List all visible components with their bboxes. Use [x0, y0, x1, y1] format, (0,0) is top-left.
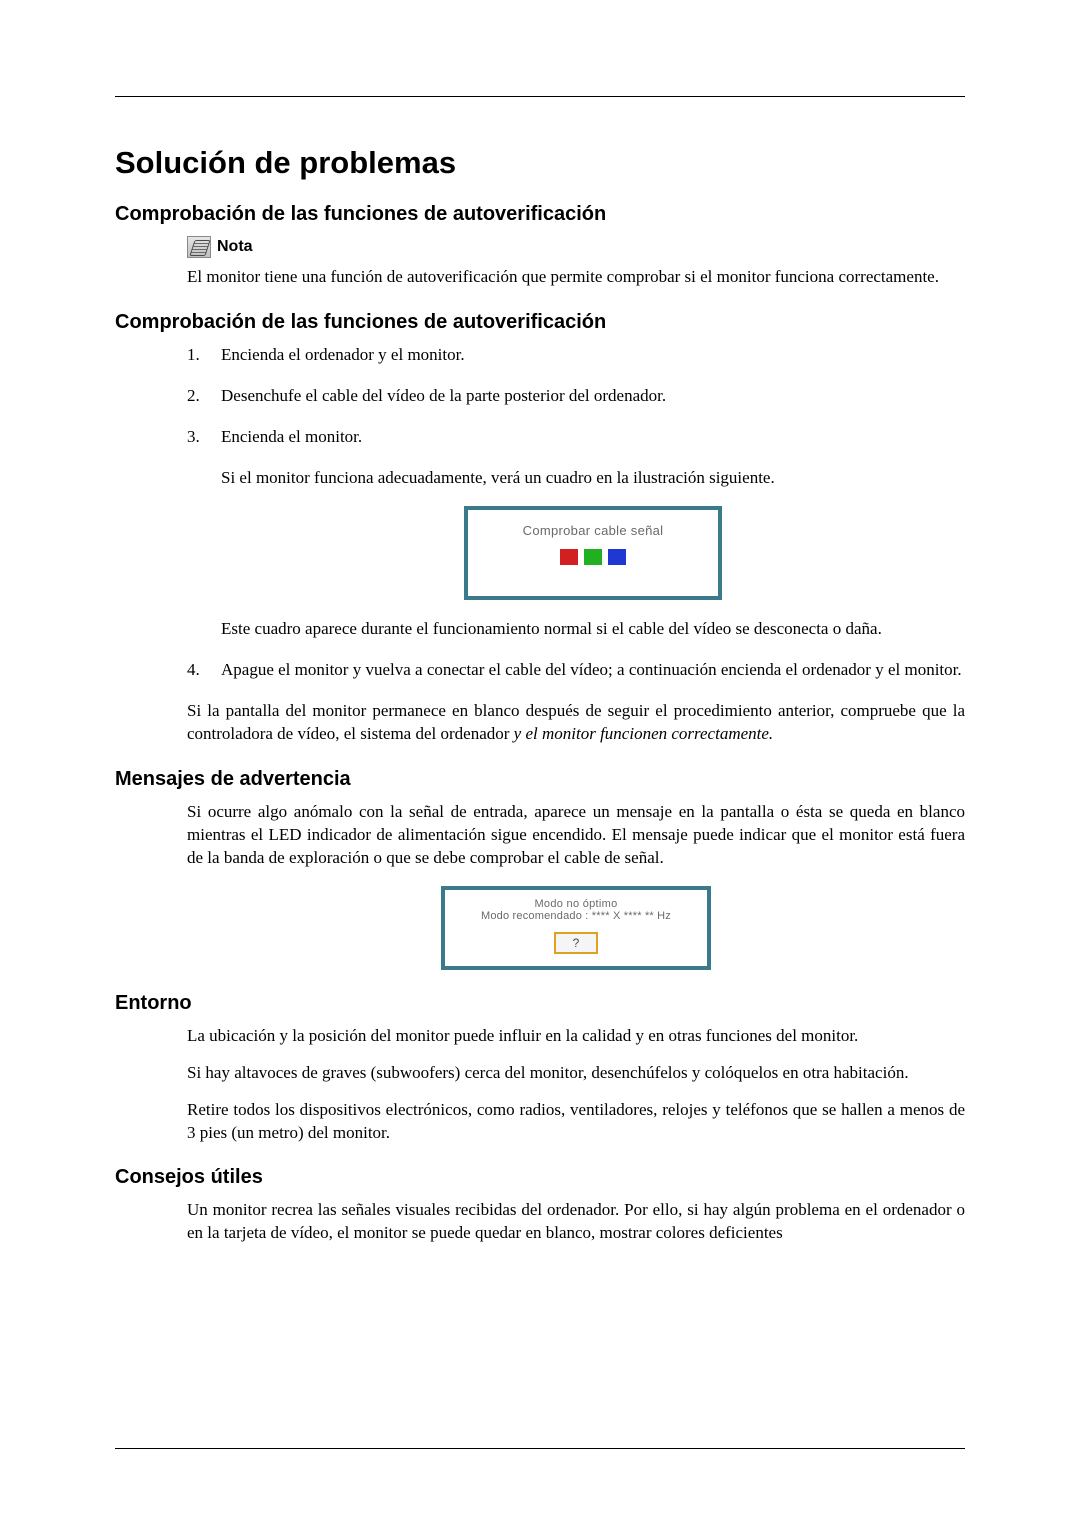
- step-3: Encienda el monitor. Si el monitor funci…: [187, 426, 965, 641]
- section-3-p1: Si ocurre algo anómalo con la señal de e…: [187, 801, 965, 870]
- note-label: Nota: [217, 238, 253, 256]
- section-4-p1: La ubicación y la posición del monitor p…: [187, 1025, 965, 1048]
- section-4-p2: Si hay altavoces de graves (subwoofers) …: [187, 1062, 965, 1085]
- steps-list: Encienda el ordenador y el monitor. Dese…: [187, 344, 965, 682]
- section-heading-2: Comprobación de las funciones de autover…: [115, 311, 965, 334]
- section-4-p3: Retire todos los dispositivos electrónic…: [187, 1099, 965, 1145]
- section-5-body: Un monitor recrea las señales visuales r…: [187, 1199, 965, 1245]
- figure-1-inner: Comprobar cable señal: [468, 510, 718, 596]
- note-body: El monitor tiene una función de autoveri…: [187, 266, 965, 289]
- page: Solución de problemas Comprobación de la…: [0, 0, 1080, 1527]
- step-4: Apague el monitor y vuelva a conectar el…: [187, 659, 965, 682]
- figure-2-button: ?: [554, 932, 598, 954]
- figure-2-inner: Modo no óptimo Modo recomendado : **** X…: [445, 890, 707, 966]
- section-heading-3: Mensajes de advertencia: [115, 768, 965, 791]
- section-heading-1: Comprobación de las funciones de autover…: [115, 203, 965, 226]
- figure-2: Modo no óptimo Modo recomendado : **** X…: [441, 886, 711, 970]
- note-icon: [187, 236, 211, 258]
- swatch-green: [584, 549, 602, 565]
- swatch-red: [560, 549, 578, 565]
- figure-1-swatches: [560, 549, 626, 565]
- figure-2-line2: Modo recomendado : **** X **** ** Hz: [453, 910, 699, 922]
- step-3-text: Encienda el monitor.: [221, 427, 362, 446]
- bottom-rule: [115, 1448, 965, 1449]
- figure-2-line1: Modo no óptimo: [453, 898, 699, 910]
- step-3-sub1: Si el monitor funciona adecuadamente, ve…: [221, 467, 965, 490]
- step-2: Desenchufe el cable del vídeo de la part…: [187, 385, 965, 408]
- section-5-p1: Un monitor recrea las señales visuales r…: [187, 1199, 965, 1245]
- section-2-tail-b: y el monitor funcionen correctamente.: [514, 724, 774, 743]
- step-3-sub2: Este cuadro aparece durante el funcionam…: [221, 618, 965, 641]
- section-heading-4: Entorno: [115, 992, 965, 1015]
- figure-1-wrap: Comprobar cable señal: [221, 506, 965, 600]
- figure-1-text: Comprobar cable señal: [476, 522, 710, 540]
- top-rule: [115, 96, 965, 97]
- page-title: Solución de problemas: [115, 145, 965, 181]
- section-2-body: Encienda el ordenador y el monitor. Dese…: [187, 344, 965, 746]
- step-1: Encienda el ordenador y el monitor.: [187, 344, 965, 367]
- section-1-body: Nota El monitor tiene una función de aut…: [187, 236, 965, 289]
- section-3-body: Si ocurre algo anómalo con la señal de e…: [187, 801, 965, 970]
- figure-1: Comprobar cable señal: [464, 506, 722, 600]
- section-4-body: La ubicación y la posición del monitor p…: [187, 1025, 965, 1145]
- figure-2-wrap: Modo no óptimo Modo recomendado : **** X…: [187, 886, 965, 970]
- section-2-tail: Si la pantalla del monitor permanece en …: [187, 700, 965, 746]
- section-heading-5: Consejos útiles: [115, 1166, 965, 1189]
- swatch-blue: [608, 549, 626, 565]
- note-row: Nota: [187, 236, 965, 258]
